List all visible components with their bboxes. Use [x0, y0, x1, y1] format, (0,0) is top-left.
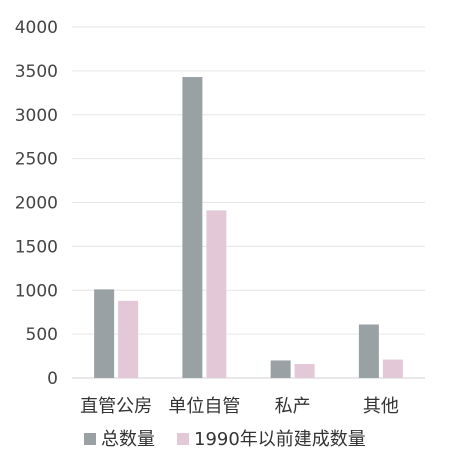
bar-total-2	[270, 360, 291, 378]
legend-label-0: 总数量	[101, 429, 155, 450]
y-tick-label: 2500	[15, 150, 58, 170]
bar-total-3	[358, 324, 379, 378]
y-tick-label: 1000	[15, 281, 58, 301]
legend: 总数量 1990年以前建成数量	[84, 429, 366, 450]
x-category-label: 直管公房	[80, 396, 152, 417]
bar-total-1	[182, 77, 203, 378]
gridlines	[72, 26, 425, 379]
y-tick-label: 500	[26, 325, 58, 345]
legend-label-1: 1990年以前建成数量	[194, 429, 366, 450]
y-tick-label: 1500	[15, 237, 58, 257]
y-tick-label: 3500	[15, 62, 58, 82]
bar-pre1990-3	[382, 359, 403, 378]
bar-total-0	[94, 289, 115, 378]
bar-pre1990-0	[118, 300, 139, 378]
y-axis-ticks: 0 500 1000 1500 2000 2500 3000 3500 4000	[15, 18, 58, 389]
y-tick-label: 3000	[15, 106, 58, 126]
x-axis-labels: 直管公房 单位自管 私产 其他	[80, 396, 399, 417]
x-category-label: 私产	[275, 396, 311, 417]
y-tick-label: 4000	[15, 18, 58, 38]
x-category-label: 单位自管	[168, 396, 240, 417]
bars	[94, 77, 403, 378]
y-tick-label: 2000	[15, 194, 58, 214]
x-category-label: 其他	[363, 396, 399, 417]
legend-swatch-0	[84, 433, 96, 445]
bar-pre1990-1	[206, 210, 227, 378]
y-tick-label: 0	[47, 369, 58, 389]
legend-swatch-1	[177, 433, 189, 445]
bar-pre1990-2	[294, 363, 315, 378]
